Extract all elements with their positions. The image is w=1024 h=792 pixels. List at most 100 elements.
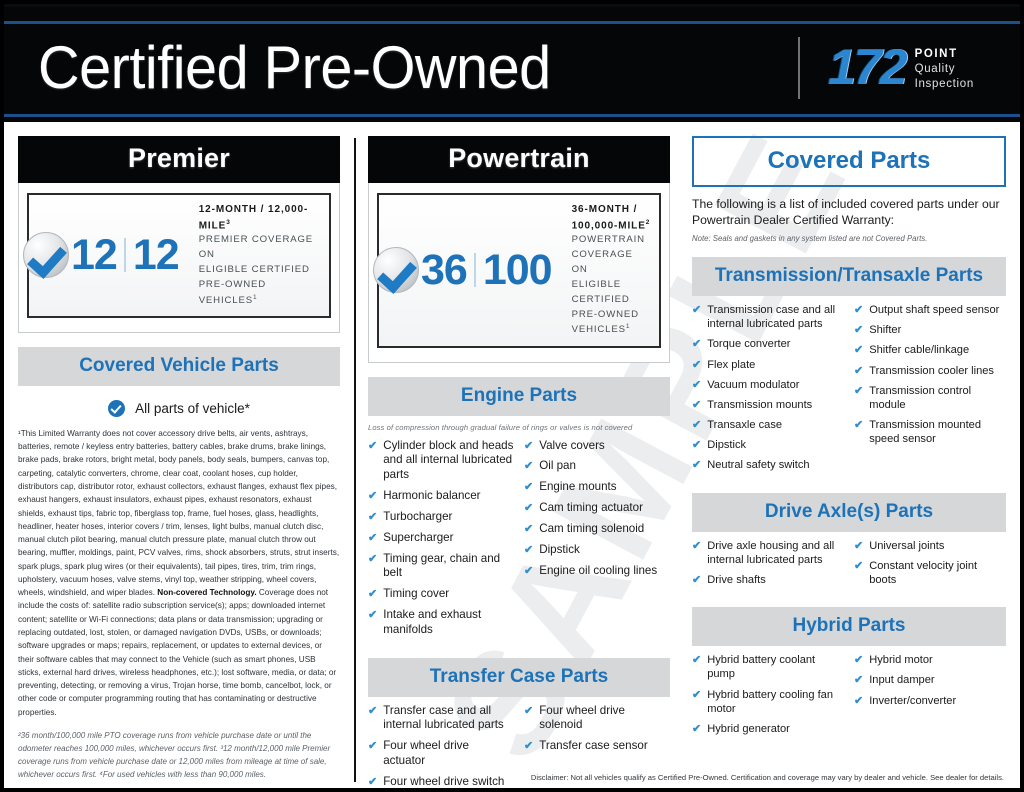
list-item-label: Hybrid battery coolant pump [707, 654, 816, 681]
list-item-label: Inverter/converter [869, 694, 957, 707]
covered-parts-lead: The following is a list of included cove… [692, 197, 1000, 228]
check-icon: ✔ [692, 378, 702, 391]
list-item: ✔ Hybrid battery coolant pump [692, 653, 844, 681]
check-icon: ✔ [368, 490, 378, 503]
powertrain-miles: 100 [482, 245, 553, 294]
check-icon: ✔ [854, 364, 864, 377]
powertrain-term-line2: POWERTRAIN COVERAGE ON [571, 234, 645, 276]
list-item-label: Four wheel drive switch [383, 774, 505, 788]
powertrain-coverage-box: 36 100 36-MONTH / 100,000-MILE2 POWERTRA… [368, 183, 670, 363]
list-item: ✔ Dipstick [692, 438, 844, 452]
transfer-case-column-2: ✔ Four wheel drive solenoid ✔ Transfer case… [524, 704, 670, 788]
premier-legal-tech-label: Non-covered Technology. [157, 588, 257, 598]
list-item-label: Output shaft speed sensor [869, 303, 1000, 316]
list-item-label: Neutral safety switch [707, 459, 810, 472]
check-icon: ✔ [854, 559, 864, 572]
list-item-label: Transfer case and all internal lubricate… [383, 703, 504, 732]
check-icon: ✔ [854, 419, 864, 432]
check-icon: ✔ [368, 704, 378, 717]
drive-axle-column-1: ✔ Drive axle housing and all internal lub… [692, 539, 844, 594]
list-item: ✔ Output shaft speed sensor [854, 303, 1006, 317]
check-icon: ✔ [524, 439, 534, 452]
engine-parts-column-2: ✔ Valve covers ✔ Oil pan ✔ Engine mounts ✔ Cam … [524, 439, 670, 644]
list-item: ✔ Harmonic balancer [368, 489, 514, 504]
check-icon: ✔ [692, 574, 702, 586]
check-icon: ✔ [524, 522, 534, 535]
list-item-label: Shifter [869, 324, 902, 337]
list-item: ✔ Input damper [854, 673, 1006, 687]
check-icon: ✔ [854, 324, 864, 337]
list-item-label: Engine oil cooling lines [539, 563, 658, 577]
list-item: ✔ Drive axle housing and all internal lub… [692, 539, 844, 567]
list-item: ✔ Inverter/converter [854, 694, 1006, 708]
list-item: ✔ Hybrid battery cooling fan motor [692, 688, 844, 716]
check-circle-icon [108, 399, 126, 417]
header-rule-top [4, 21, 1020, 24]
list-item-label: Transmission mounts [707, 398, 813, 411]
list-item: ✔ Transmission cooler lines [854, 364, 1006, 378]
list-item: ✔ Transaxle case [692, 418, 844, 432]
column-divider [354, 138, 356, 782]
section-transfer-case-parts: Transfer Case Parts [368, 657, 670, 697]
engine-parts-lists: ✔ Cylinder block and heads and all intern… [368, 439, 670, 644]
premier-term-line4-sup: 1 [252, 293, 258, 301]
list-item-label: Shitfer cable/linkage [869, 344, 970, 357]
page-title: Certified Pre-Owned [38, 34, 551, 101]
list-item-label: Drive shafts [707, 574, 766, 586]
check-icon: ✔ [854, 654, 864, 667]
list-item: ✔ Dipstick [524, 543, 670, 558]
powertrain-term-line4: PRE-OWNED VEHICLES [571, 308, 639, 336]
list-item-label: Four wheel drive actuator [383, 739, 469, 768]
header-rule-bottom [4, 114, 1020, 117]
list-item: ✔ Neutral safety switch [692, 458, 844, 472]
check-icon: ✔ [854, 344, 864, 357]
premier-legal-tech: Coverage does not include the costs of: … [18, 588, 337, 717]
inspection-label-quality: Quality [914, 62, 956, 75]
list-item: ✔ Transfer case sensor [524, 739, 670, 754]
list-item: ✔ Engine oil cooling lines [524, 564, 670, 579]
list-item: ✔ Shitfer cable/linkage [854, 343, 1006, 357]
check-icon: ✔ [368, 552, 378, 565]
list-item: ✔ Cam timing solenoid [524, 522, 670, 537]
check-icon: ✔ [692, 459, 702, 472]
list-item: ✔ Timing cover [368, 587, 514, 602]
list-item-label: Constant velocity joint boots [869, 559, 978, 586]
check-icon: ✔ [692, 439, 702, 452]
list-item-label: Dipstick [539, 542, 580, 556]
check-icon: ✔ [692, 338, 702, 351]
check-icon: ✔ [368, 531, 378, 544]
list-item: ✔ Transfer case and all internal lubricat… [368, 704, 514, 734]
list-item: ✔ Four wheel drive switch [368, 774, 514, 788]
check-icon: ✔ [692, 688, 702, 701]
all-parts-label: All parts of vehicle* [135, 400, 250, 416]
list-item-label: Turbocharger [383, 509, 453, 523]
check-icon: ✔ [368, 608, 378, 621]
check-icon: ✔ [692, 654, 702, 667]
all-parts-row: All parts of vehicle* [18, 399, 340, 417]
premier-months: 12 [71, 230, 118, 279]
list-item-label: Universal joints [869, 539, 945, 552]
list-item: ✔ Universal joints [854, 539, 1006, 553]
premier-term-line1: 12-MONTH / 12,000-MILE [198, 204, 309, 231]
list-item: ✔ Supercharger [368, 531, 514, 546]
list-item-label: Transmission mounted speed sensor [869, 419, 982, 446]
check-icon: ✔ [524, 460, 534, 473]
header-divider [798, 36, 801, 99]
engine-parts-note: Loss of compression through gradual fail… [368, 422, 633, 432]
list-item-label: Transmission cooler lines [869, 364, 994, 377]
powertrain-term-line3: ELIGIBLE CERTIFIED [571, 278, 630, 305]
page-header: Certified Pre-Owned 172 POINT Quality In… [4, 4, 1020, 122]
list-item: ✔ Four wheel drive actuator [368, 739, 514, 769]
check-icon: ✔ [692, 722, 702, 735]
list-item: ✔ Engine mounts [524, 480, 670, 495]
list-item: ✔ Shifter [854, 323, 1006, 337]
check-icon: ✔ [854, 694, 864, 707]
list-item-label: Transmission control module [869, 384, 972, 411]
inspection-point-count: 172 [828, 39, 907, 96]
premier-coverage-box: 12 12 12-MONTH / 12,000-MILE3 PREMIER CO… [18, 183, 340, 333]
check-icon: ✔ [524, 502, 534, 515]
list-item-label: Cylinder block and heads and all interna… [383, 438, 514, 482]
column-covered-parts: Covered Parts The following is a list of… [678, 136, 1006, 788]
list-item-label: Engine mounts [539, 480, 617, 494]
